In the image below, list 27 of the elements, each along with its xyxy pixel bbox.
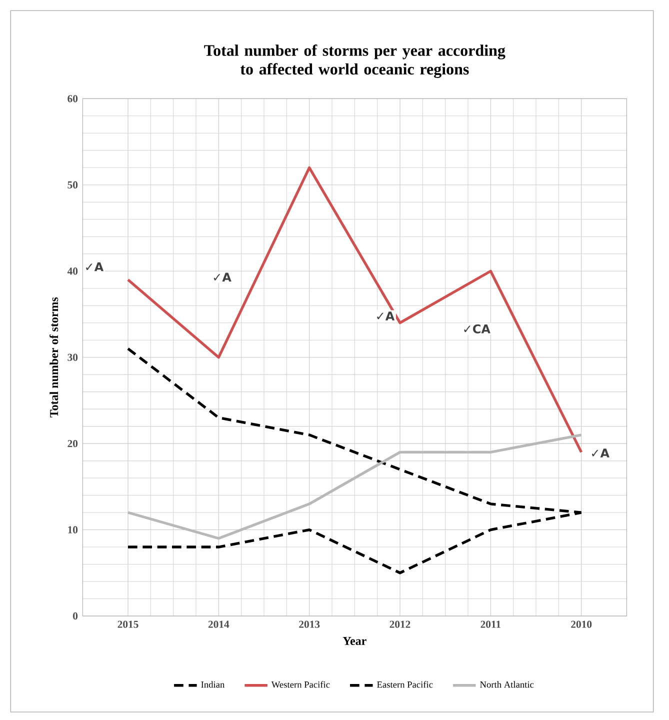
legend-label: Eastern Pacific bbox=[377, 681, 433, 688]
y-tick-label: 20 bbox=[68, 440, 78, 448]
chart-title: Total number of storms per year according to affected world oceanic regions bbox=[204, 44, 506, 78]
x-tick-label: 2013 bbox=[299, 620, 320, 628]
x-tick-label: 2014 bbox=[208, 620, 230, 628]
legend-label: Western Pacific bbox=[271, 681, 330, 688]
y-tick-label: 40 bbox=[67, 268, 78, 275]
y-tick-label: 50 bbox=[68, 181, 78, 188]
annotation: ✓A bbox=[214, 272, 232, 282]
annotation: ✓A bbox=[592, 448, 610, 458]
y-axis-title: Total number of storms bbox=[50, 297, 58, 418]
y-tick-label: 10 bbox=[68, 526, 78, 534]
x-tick-label: 2015 bbox=[118, 620, 138, 628]
x-tick-label: 2012 bbox=[390, 620, 410, 628]
line-series bbox=[126, 166, 583, 454]
annotation: ✓CA bbox=[464, 324, 490, 334]
annotation: ✓A bbox=[86, 262, 104, 272]
y-tick-label: 0 bbox=[73, 612, 78, 620]
y-tick-label: 30 bbox=[68, 354, 78, 361]
x-tick-label: 2010 bbox=[571, 620, 592, 628]
x-tick-label: 2011 bbox=[480, 620, 500, 628]
legend-label: Indian bbox=[201, 681, 225, 688]
line-series bbox=[126, 434, 583, 540]
x-axis-title: Year bbox=[342, 637, 366, 646]
annotation: ✓A bbox=[377, 312, 395, 320]
legend-label: North Atlantic bbox=[480, 681, 534, 688]
y-tick-label: 60 bbox=[68, 95, 78, 102]
